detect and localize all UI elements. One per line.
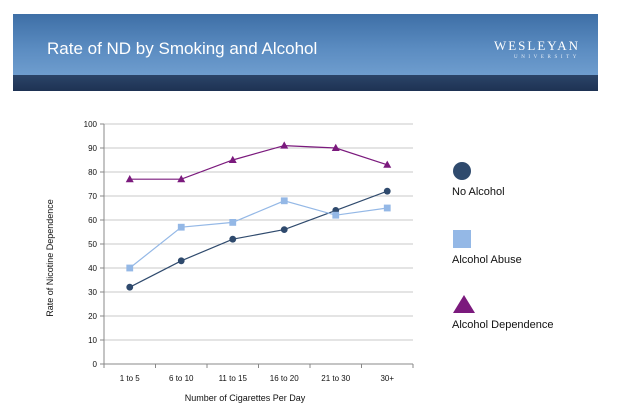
data-point-square (280, 197, 288, 205)
legend-item-no-alcohol: No Alcohol (452, 161, 505, 198)
data-point-triangle (177, 175, 186, 183)
data-point-square (332, 211, 340, 219)
x-tick-label: 6 to 10 (169, 374, 194, 383)
data-point-circle (280, 226, 288, 234)
wesleyan-logo-subtitle: UNIVERSITY (514, 55, 580, 60)
data-point-circle (229, 235, 237, 243)
x-axis-label: Number of Cigarettes Per Day (185, 393, 306, 403)
data-point-square (229, 219, 237, 226)
slide-title: Rate of ND by Smoking and Alcohol (47, 39, 318, 58)
y-tick-label: 50 (88, 240, 97, 249)
y-tick-label: 30 (88, 288, 97, 297)
y-tick-label: 60 (88, 216, 97, 225)
legend-label-alcohol-dependence: Alcohol Dependence (452, 319, 554, 331)
data-point-circle (177, 257, 185, 265)
data-point-triangle (331, 143, 340, 151)
wesleyan-logo-name: WESLEYAN (493, 38, 580, 53)
data-point-circle (383, 187, 391, 195)
data-point-square (177, 223, 185, 231)
series-line-1 (129, 200, 388, 269)
data-point-circle (126, 283, 134, 291)
y-tick-label: 0 (93, 360, 98, 369)
x-tick-label: 30+ (380, 374, 394, 383)
chart-markers (125, 141, 392, 291)
data-point-square (383, 204, 391, 212)
data-point-triangle (125, 175, 134, 183)
x-tick-label: 1 to 5 (120, 374, 141, 383)
chart-axes (100, 123, 414, 368)
legend-item-alcohol-dependence: Alcohol Dependence (452, 294, 554, 331)
legend-circle-icon (453, 162, 471, 180)
x-tick-label: 11 to 15 (219, 374, 248, 383)
y-tick-label: 40 (88, 264, 97, 273)
chart-series-lines (129, 144, 388, 288)
x-tick-label: 16 to 20 (270, 374, 299, 383)
legend-item-alcohol-abuse: Alcohol Abuse (452, 229, 522, 266)
legend-triangle-icon (453, 295, 475, 313)
title-banner: Rate of ND by Smoking and Alcohol WESLEY… (13, 14, 598, 91)
legend-label-no-alcohol: No Alcohol (452, 186, 505, 198)
y-axis-label: Rate of Nicotine Dependence (45, 199, 55, 317)
y-tick-label: 80 (88, 168, 97, 177)
chart-tick-labels: 0 10 20 30 40 50 60 70 80 90 100 1 to 5 6 to 10 11 to… (84, 120, 395, 383)
legend-square-icon (453, 230, 471, 248)
x-tick-label: 21 to 30 (321, 374, 350, 383)
series-line-0 (129, 190, 388, 288)
data-point-triangle (280, 141, 289, 149)
y-tick-label: 10 (88, 336, 97, 345)
data-point-triangle (383, 160, 392, 168)
banner-stripe (13, 75, 598, 91)
data-point-triangle (228, 155, 237, 163)
y-tick-label: 100 (84, 120, 98, 129)
chart-grid (104, 123, 413, 341)
legend-label-alcohol-abuse: Alcohol Abuse (452, 254, 522, 266)
data-point-square (126, 264, 134, 272)
series-line-2 (129, 144, 388, 180)
y-tick-label: 70 (88, 192, 97, 201)
y-tick-label: 90 (88, 144, 97, 153)
y-tick-label: 20 (88, 312, 97, 321)
